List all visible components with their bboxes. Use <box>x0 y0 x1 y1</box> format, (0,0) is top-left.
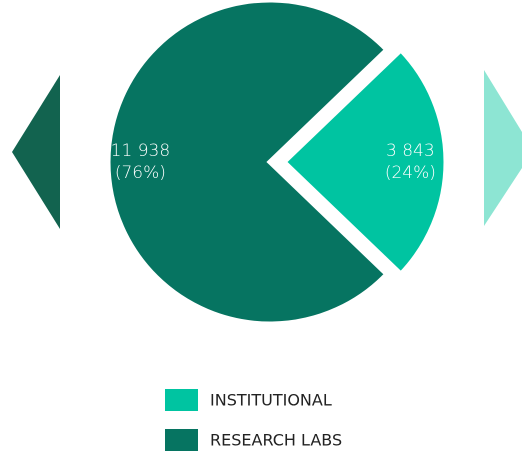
pie-slice <box>280 46 449 278</box>
percent-label: (76%) <box>115 163 166 183</box>
next-arrow[interactable] <box>484 70 522 226</box>
value-label: 11 938 <box>111 141 170 161</box>
legend-label: RESEARCH LABS <box>210 431 342 450</box>
value-label: 3 843 <box>386 141 435 161</box>
pie-slice <box>105 0 391 327</box>
percent-label: (24%) <box>385 163 436 183</box>
legend-swatch <box>165 389 198 411</box>
legend-swatch <box>165 429 198 451</box>
prev-arrow[interactable] <box>12 75 60 229</box>
legend-label: INSTITUTIONAL <box>210 391 332 410</box>
